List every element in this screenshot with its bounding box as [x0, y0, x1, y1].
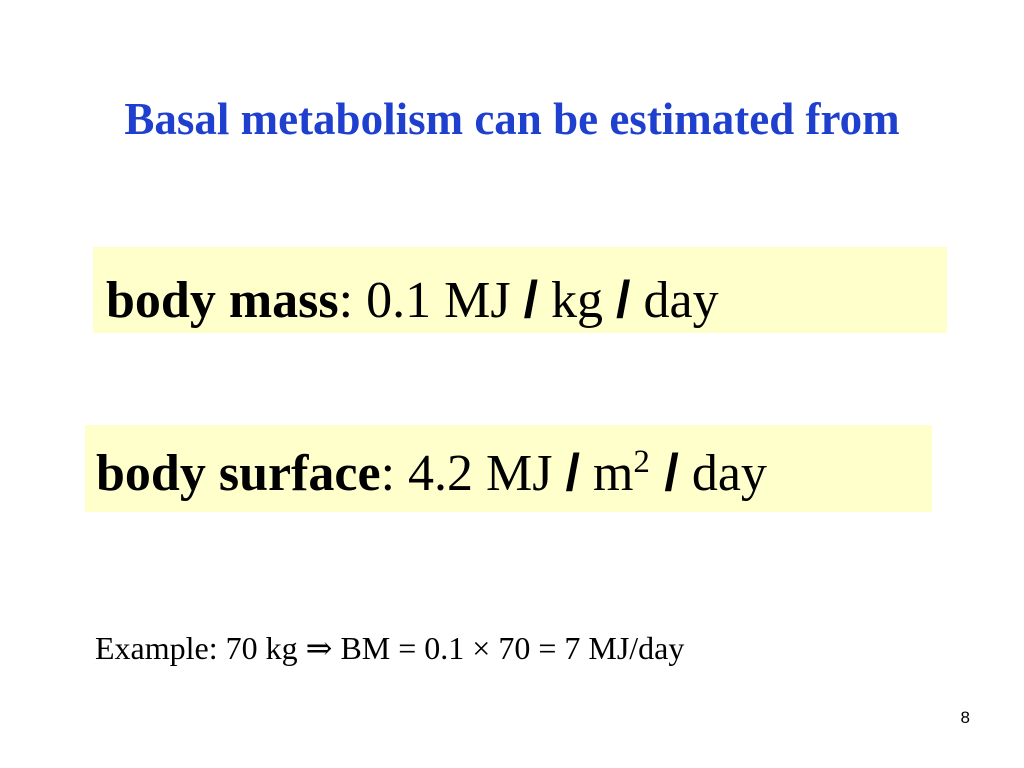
page-number: 8 [960, 708, 970, 727]
implies-arrow-icon: ⇒ [305, 630, 333, 666]
body-mass-value: 0.1 MJ [353, 272, 524, 329]
example-prefix: Example: 70 kg [95, 630, 306, 666]
body-surface-formula: body surface: 4.2 MJ / m2 / day [85, 425, 932, 512]
body-surface-unit: m [579, 445, 634, 502]
body-surface-colon: : [380, 445, 396, 502]
body-mass-colon: : [338, 272, 354, 329]
body-mass-unit: kg [538, 272, 617, 329]
body-surface-value: 4.2 MJ [395, 445, 566, 502]
body-surface-period: day [678, 445, 767, 502]
body-mass-slash-1: / [523, 271, 539, 329]
example-body: BM = 0.1 × 70 = 7 MJ/day [332, 630, 685, 666]
slide-title: Basal metabolism can be estimated from [124, 94, 900, 144]
body-mass-period: day [630, 272, 719, 329]
example-calculation: Example: 70 kg ⇒ BM = 0.1 × 70 = 7 MJ/da… [95, 632, 684, 664]
body-surface-slash-2: / [649, 444, 679, 502]
body-mass-formula: body mass: 0.1 MJ / kg / day [93, 247, 947, 333]
body-surface-slash-1: / [565, 444, 580, 502]
body-surface-unit-exponent: 2 [633, 444, 650, 480]
body-surface-term: body surface [96, 445, 381, 502]
body-mass-slash-2: / [616, 271, 631, 329]
body-mass-term: body mass [106, 272, 339, 329]
